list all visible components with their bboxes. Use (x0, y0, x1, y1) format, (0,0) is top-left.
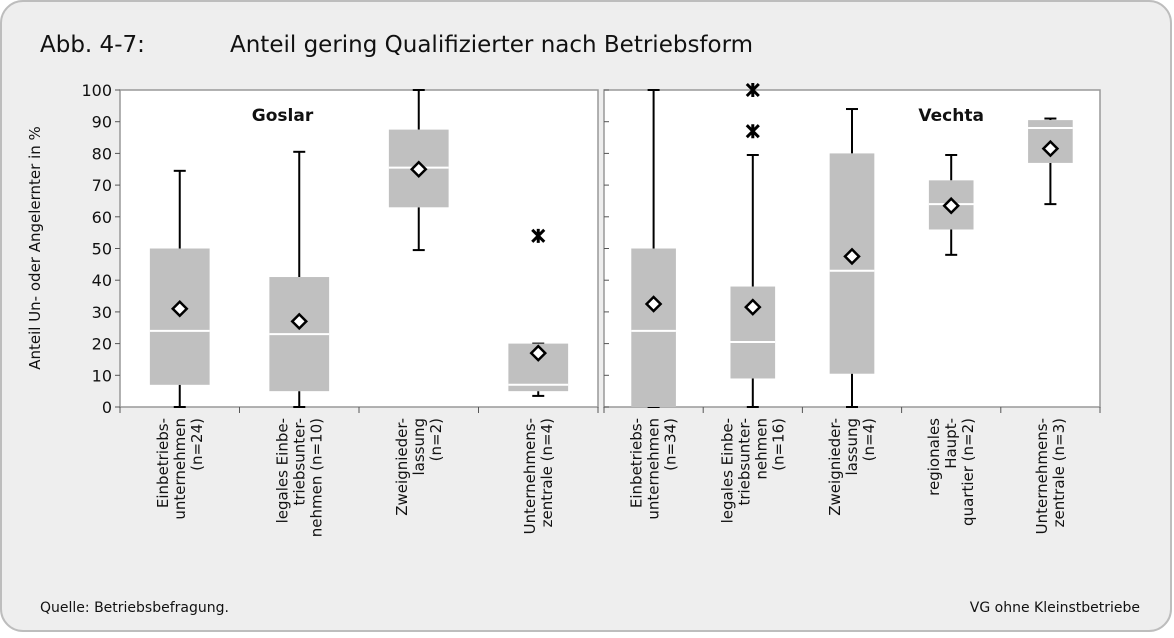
mean (942, 196, 960, 215)
y-axis-label: Anteil Un- oder Angelernter in % (26, 126, 44, 370)
y-tick-label: 60 (92, 208, 112, 227)
y-tick-label: 90 (92, 113, 112, 132)
figure-label: Abb. 4-7: (40, 32, 145, 58)
x-tick-label-line: Unternehmens- (521, 418, 539, 534)
x-tick-label-line: regionales (925, 418, 943, 496)
y-tick-label: 80 (92, 144, 112, 163)
x-tick-label: legales Einbe-triebsunter-nehmen (n=10) (273, 418, 325, 537)
x-tick-label-line: Haupt- (942, 418, 960, 469)
x-tick-label-line: Einbetriebs- (154, 418, 172, 508)
mean (644, 295, 663, 313)
x-tick-label-line: Einbetriebs- (628, 418, 646, 508)
x-tick-label-line: (n=16) (769, 418, 787, 471)
x-tick-label-line: Zweignieder- (393, 418, 411, 516)
mean (409, 160, 428, 179)
x-tick-label-line: (n=24) (188, 418, 206, 471)
y-tick-label: 40 (92, 271, 112, 290)
x-tick-label: legales Einbe-triebsunter-nehmen(n=16) (718, 418, 787, 523)
box (631, 248, 676, 407)
x-tick-label-line: nehmen (n=10) (307, 418, 325, 537)
x-tick-label-line: (n=34) (662, 418, 680, 471)
x-tick-label-line: Unternehmens- (1033, 418, 1051, 534)
y-tick-label: 50 (92, 240, 112, 259)
chart-title: Anteil gering Qualifizierter nach Betrie… (230, 32, 753, 58)
mean (843, 247, 861, 266)
mean (744, 298, 762, 316)
panel-title: Goslar (252, 106, 314, 126)
x-tick-label-line: (n=4) (860, 418, 878, 461)
x-tick-label: Einbetriebs-unternehmen(n=34) (628, 418, 680, 520)
x-tick-label-line: unternehmen (171, 418, 189, 520)
mean (170, 299, 189, 318)
x-tick-label-line: Zweignieder- (826, 418, 844, 516)
y-tick-label: 30 (92, 303, 112, 322)
x-tick-label: Zweignieder-lassung(n=4) (826, 418, 878, 516)
mean (290, 312, 309, 331)
x-tick-label-line: zentrale (n=4) (538, 418, 556, 527)
x-tick-label-line: triebsunter- (735, 418, 753, 506)
y-tick-label: 20 (92, 335, 112, 354)
x-tick-label: Einbetriebs-unternehmen(n=24) (154, 418, 206, 520)
source: Quelle: Betriebsbefragung. (40, 600, 229, 616)
outlier (531, 228, 546, 243)
y-tick-label: 70 (92, 176, 112, 195)
x-tick-label-line: unternehmen (645, 418, 663, 520)
outlier (745, 124, 760, 139)
x-tick-label: Zweignieder-lassung(n=2) (393, 418, 445, 516)
x-tick-label-line: quartier (n=2) (959, 418, 977, 526)
x-tick-label-line: legales Einbe- (718, 418, 736, 523)
y-tick-label: 100 (81, 81, 112, 100)
panel-title: Vechta (918, 106, 984, 126)
mean (529, 344, 548, 362)
x-tick-label-line: triebsunter- (290, 418, 308, 506)
y-tick-label: 10 (92, 366, 112, 385)
y-tick-label: 0 (102, 398, 112, 417)
outlier (745, 82, 760, 98)
x-tick-label: Unternehmens-zentrale (n=4) (521, 418, 556, 534)
x-tick-label-line: lassung (410, 418, 428, 476)
mean (1041, 139, 1060, 158)
x-tick-label-line: lassung (843, 418, 861, 476)
x-tick-label-line: zentrale (n=3) (1050, 418, 1068, 527)
note: VG ohne Kleinstbetriebe (970, 600, 1140, 616)
x-tick-label-line: nehmen (752, 418, 770, 480)
x-tick-label: regionalesHaupt-quartier (n=2) (925, 418, 977, 526)
x-tick-label: Unternehmens-zentrale (n=3) (1033, 418, 1068, 534)
x-tick-label-line: (n=2) (427, 418, 445, 461)
x-tick-label-line: legales Einbe- (273, 418, 291, 523)
